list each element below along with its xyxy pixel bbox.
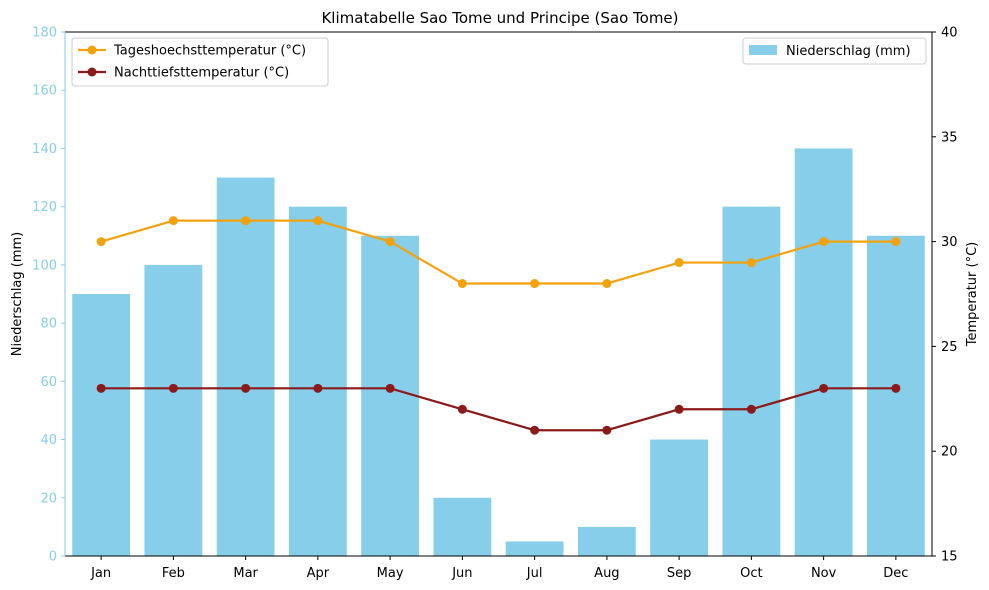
legend-label: Niederschlag (mm) [786, 44, 911, 59]
x-tick-label: Sep [667, 566, 692, 581]
right-axis-label: Temperatur (°C) [965, 242, 980, 348]
left-y-tick-label: 160 [32, 84, 57, 99]
left-y-tick-label: 140 [32, 142, 57, 157]
precip-bar-mar [216, 177, 275, 557]
x-tick-label: Jan [90, 566, 111, 581]
legend-box [742, 37, 927, 65]
max-temp-point-feb [168, 216, 178, 226]
chart-title: Klimatabelle Sao Tome und Principe (Sao … [321, 9, 678, 27]
left-y-tick-label: 20 [40, 491, 57, 506]
legend-marker [87, 45, 97, 55]
max-temp-point-jan [96, 237, 106, 247]
right-y-tick-label: 15 [941, 550, 958, 565]
lines-layer [96, 216, 901, 435]
right-y-tick-label: 40 [941, 26, 958, 41]
legend-marker [87, 67, 97, 77]
max-temp-line [100, 219, 896, 285]
left-y-tick-label: 120 [32, 200, 57, 215]
right-y-tick-label: 25 [941, 340, 958, 355]
left-y-tick-label: 180 [32, 26, 57, 41]
min-temp-point-aug [602, 425, 612, 435]
x-tick-label: Mar [233, 566, 258, 581]
min-temp-line [101, 387, 896, 432]
precip-bar-jul [505, 541, 564, 556]
min-temp-point-dec [891, 383, 901, 393]
bars-layer [72, 148, 925, 557]
precip-bar-dec [866, 235, 925, 556]
x-tick-label: May [377, 566, 404, 581]
min-temp-point-mar [241, 383, 251, 393]
max-temp-point-dec [891, 237, 901, 247]
min-temp-point-sep [674, 404, 684, 414]
min-temp-point-oct [746, 404, 756, 414]
left-y-tick-label: 100 [32, 258, 57, 273]
precip-bar-jun [433, 497, 492, 556]
legend-bar-swatch [749, 45, 777, 55]
left-y-tick-label: 0 [49, 550, 57, 565]
legend-label: Nachttiefsttemperatur (°C) [114, 66, 289, 81]
min-temp-point-nov [819, 383, 829, 393]
x-tick-label: Dec [883, 566, 908, 581]
precip-bar-feb [144, 264, 203, 556]
right-y-tick-label: 20 [941, 445, 958, 460]
min-temp-point-feb [168, 383, 178, 393]
legend-label: Tageshoechsttemperatur (°C) [113, 44, 306, 59]
x-tick-label: Apr [307, 566, 330, 581]
min-temp-point-may [385, 383, 395, 393]
max-temp-point-mar [241, 216, 251, 226]
legend-temperature: Tageshoechsttemperatur (°C) Nachttiefstte… [71, 37, 329, 87]
left-axis-label: Niederschlag (mm) [10, 232, 25, 357]
x-tick-label: Nov [811, 566, 837, 581]
min-temp-point-jul [530, 425, 540, 435]
max-temp-point-apr [313, 216, 323, 226]
max-temp-point-jun [457, 279, 467, 289]
max-temp-point-may [385, 237, 395, 247]
precip-bar-nov [794, 148, 853, 556]
max-temp-point-nov [819, 237, 829, 247]
precip-bar-aug [577, 526, 636, 556]
x-tick-label: Jul [526, 566, 543, 581]
x-tick-label: Feb [162, 566, 185, 581]
x-tick-label: Oct [740, 566, 762, 581]
precip-bar-may [361, 235, 420, 556]
max-temp-point-oct [746, 258, 756, 268]
x-tick-label: Aug [594, 566, 619, 581]
left-y-tick-label: 40 [40, 433, 57, 448]
left-y-tick-label: 60 [40, 375, 57, 390]
legend-precipitation: Niederschlag (mm) [742, 37, 927, 65]
min-temp-point-jan [96, 383, 106, 393]
precip-bar-sep [650, 439, 709, 556]
right-y-tick-label: 35 [941, 130, 958, 145]
max-temp-point-aug [602, 279, 612, 289]
max-temp-point-sep [674, 258, 684, 268]
min-temp-point-jun [457, 404, 467, 414]
axes-layer: Jan Feb Mar Apr May Jun Jul Aug Sep Oct Nov Dec 0 20 4… [32, 26, 957, 582]
right-y-tick-label: 30 [941, 235, 958, 250]
max-temp-point-jul [530, 279, 540, 289]
min-temp-point-apr [313, 383, 323, 393]
x-tick-label: Jun [451, 566, 472, 581]
precip-bar-jan [72, 294, 131, 556]
left-y-tick-label: 80 [40, 317, 57, 332]
precip-bar-apr [288, 206, 347, 556]
legend-box [71, 37, 329, 87]
